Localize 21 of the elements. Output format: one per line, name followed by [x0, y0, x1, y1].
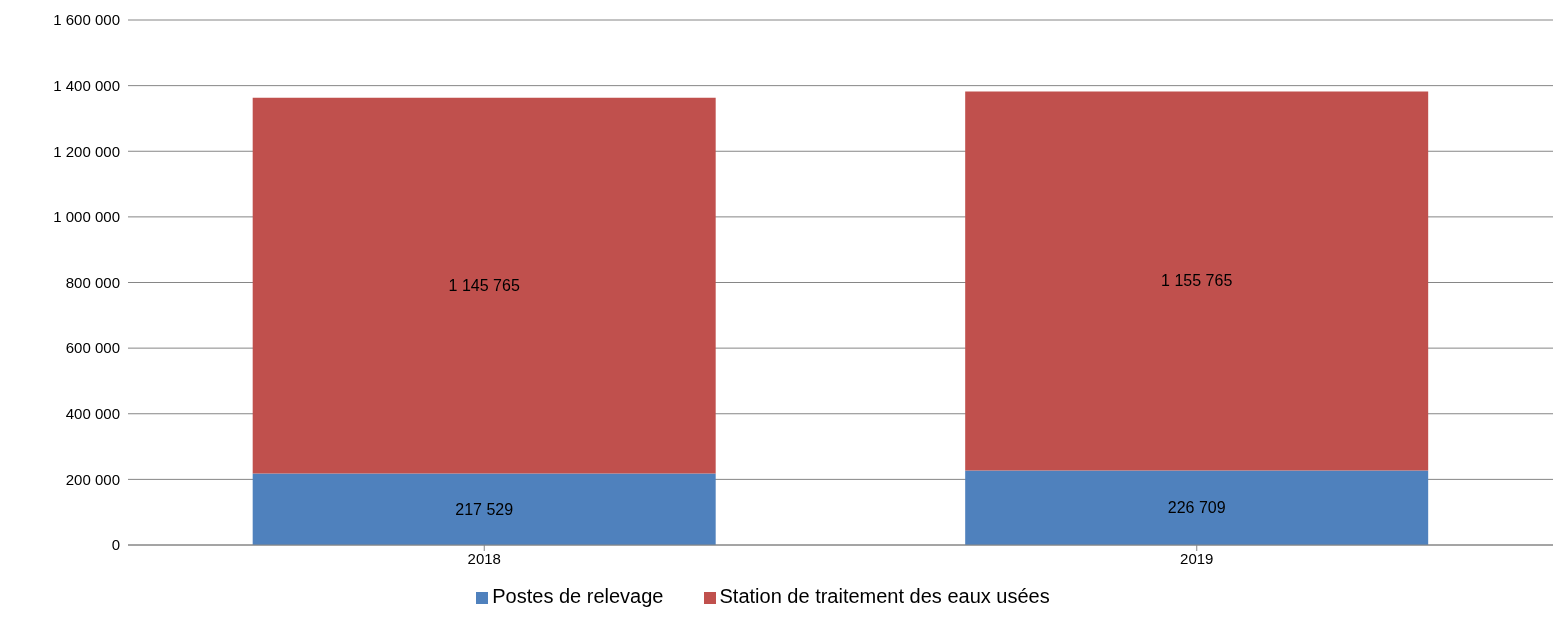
legend-label: Station de traitement des eaux usées: [719, 585, 1050, 607]
y-tick-label: 1 400 000: [53, 76, 120, 94]
x-tick-label: 2019: [1180, 549, 1214, 567]
bar: [965, 91, 1429, 471]
bar: [965, 470, 1429, 545]
y-tick-label: 1 200 000: [53, 142, 120, 160]
y-tick-label: 1 000 000: [53, 208, 120, 226]
y-tick-label: 600 000: [65, 339, 120, 357]
data-label: 1 155 765: [1161, 272, 1233, 290]
data-label: 226 709: [1167, 499, 1226, 517]
legend-label: Postes de relevage: [492, 585, 664, 607]
y-tick-label: 1 600 000: [53, 11, 120, 29]
bar: [252, 97, 716, 474]
y-tick-label: 200 000: [65, 470, 120, 488]
y-tick-label: 400 000: [65, 405, 120, 423]
bar: [252, 473, 716, 545]
y-tick-label: 0: [111, 536, 120, 554]
data-label: 1 145 765: [448, 277, 520, 295]
x-tick-label: 2018: [467, 549, 501, 567]
y-tick-label: 800 000: [65, 273, 120, 291]
data-label: 217 529: [455, 500, 514, 518]
